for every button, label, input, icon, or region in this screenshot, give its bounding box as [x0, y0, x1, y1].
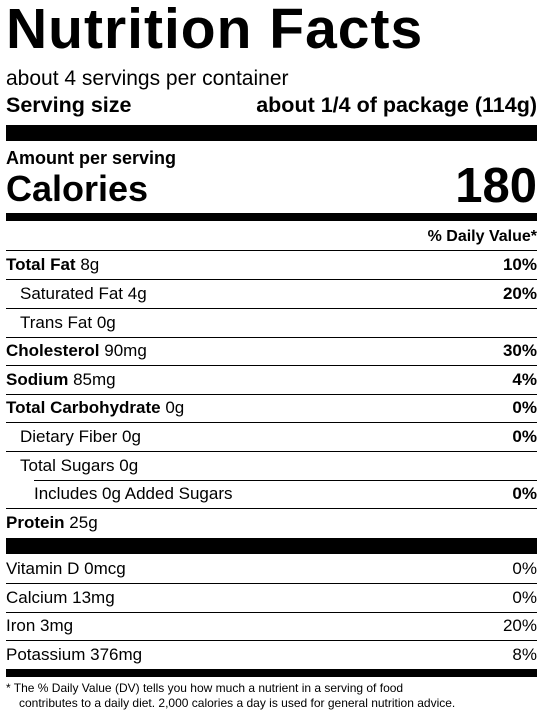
- thick-divider-top: [6, 125, 537, 141]
- vitamin-row-calcium: Calcium 13mg 0%: [6, 584, 537, 612]
- nutrient-row-total-sugars: Total Sugars 0g: [6, 452, 537, 480]
- nutrient-name: Sodium 85mg: [6, 370, 116, 389]
- calories-value: 180: [455, 159, 537, 213]
- nutrient-name: Total Carbohydrate 0g: [6, 398, 185, 417]
- nutrient-dv: 0%: [512, 398, 537, 417]
- label-title: Nutrition Facts: [6, 0, 424, 61]
- calories-label: Calories: [6, 168, 149, 209]
- rule-divider: [6, 279, 537, 280]
- nutrient-dv: 20%: [502, 284, 537, 303]
- rule-divider: [6, 365, 537, 366]
- nutrient-dv: 4%: [512, 370, 537, 389]
- nutrient-name: Cholesterol 90mg: [6, 341, 147, 360]
- vitamin-dv: 20%: [502, 616, 537, 635]
- rule-divider: [6, 612, 537, 613]
- nutrient-row-protein: Protein 25g: [6, 509, 537, 537]
- rule-divider: [6, 583, 537, 584]
- nutrient-row-total-fat: Total Fat 8g 10%: [6, 251, 537, 279]
- vitamin-row-iron: Iron 3mg 20%: [6, 612, 537, 640]
- rule-divider-indented: [34, 480, 537, 481]
- thick-divider-middle: [6, 538, 537, 554]
- nutrient-name: Total Fat 8g: [6, 255, 100, 274]
- amount-per-serving: Amount per serving: [6, 148, 177, 168]
- medium-divider-bottom: [6, 669, 537, 677]
- servings-per-container: about 4 servings per container: [6, 67, 289, 90]
- vitamin-name: Calcium 13mg: [6, 588, 115, 607]
- rule-divider: [6, 508, 537, 509]
- nutrient-name: Includes 0g Added Sugars: [34, 484, 233, 503]
- nutrient-row-saturated-fat: Saturated Fat 4g 20%: [6, 280, 537, 308]
- serving-size-label: Serving size: [6, 93, 132, 117]
- rule-divider: [6, 394, 537, 395]
- vitamin-name: Vitamin D 0mcg: [6, 559, 126, 578]
- nutrient-row-cholesterol: Cholesterol 90mg 30%: [6, 337, 537, 365]
- nutrient-name: Dietary Fiber 0g: [20, 427, 141, 446]
- nutrient-row-dietary-fiber: Dietary Fiber 0g 0%: [6, 423, 537, 451]
- vitamin-row-potassium: Potassium 376mg 8%: [6, 641, 537, 669]
- vitamin-name: Iron 3mg: [6, 616, 74, 635]
- nutrient-dv: 10%: [502, 255, 537, 274]
- nutrient-name: Saturated Fat 4g: [20, 284, 147, 303]
- nutrient-dv: 0%: [512, 484, 537, 503]
- nutrient-row-sodium: Sodium 85mg 4%: [6, 366, 537, 394]
- rule-divider: [6, 451, 537, 452]
- vitamin-row-vitamin-d: Vitamin D 0mcg 0%: [6, 555, 537, 583]
- nutrient-name: Protein 25g: [6, 513, 98, 532]
- vitamin-dv: 0%: [512, 588, 537, 607]
- rule-divider: [6, 308, 537, 309]
- vitamin-dv: 8%: [512, 645, 537, 664]
- nutrient-dv: 30%: [502, 341, 537, 360]
- nutrient-row-trans-fat: Trans Fat 0g: [6, 309, 537, 337]
- nutrient-name: Trans Fat 0g: [20, 313, 116, 332]
- rule-divider: [6, 337, 537, 338]
- vitamin-name: Potassium 376mg: [6, 645, 143, 664]
- rule-divider: [6, 250, 537, 251]
- rule-divider: [6, 640, 537, 641]
- rule-divider: [6, 422, 537, 423]
- vitamin-dv: 0%: [512, 559, 537, 578]
- footnote-line-1: * The % Daily Value (DV) tells you how m…: [6, 681, 404, 695]
- footnote-line-2: contributes to a daily diet. 2,000 calor…: [19, 696, 456, 710]
- nutrient-name: Total Sugars 0g: [20, 456, 139, 475]
- serving-size-value: about 1/4 of package (114g): [256, 93, 537, 117]
- nutrient-row-added-sugars: Includes 0g Added Sugars 0%: [6, 480, 537, 508]
- serving-size-line: Serving size about 1/4 of package (114g): [6, 93, 537, 118]
- nutrient-dv: 0%: [512, 427, 537, 446]
- daily-value-header: % Daily Value*: [427, 228, 537, 245]
- medium-divider-calories: [6, 213, 537, 221]
- nutrient-row-total-carbohydrate: Total Carbohydrate 0g 0%: [6, 394, 537, 422]
- daily-value-footnote: * The % Daily Value (DV) tells you how m…: [6, 681, 537, 711]
